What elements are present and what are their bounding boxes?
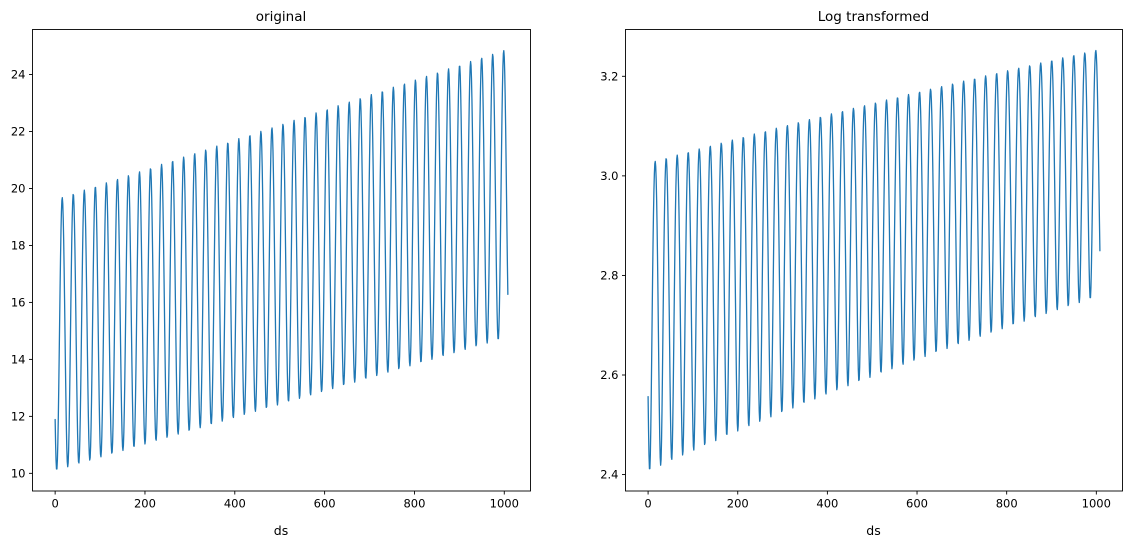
y-axis-ticks: 2.4 2.6 2.8 3.0 3.2 xyxy=(600,69,626,482)
y-tick-label: 24 xyxy=(11,68,26,82)
chart-log-transformed: Log transformed 2.4 2.6 2.8 3.0 3.2 0 200 400 6… xyxy=(566,0,1132,545)
y-tick-label: 22 xyxy=(11,124,26,138)
series-line xyxy=(54,49,509,470)
x-axis-ticks: 0 200 400 600 800 1000 xyxy=(644,491,1111,511)
y-axis-ticks: 10 12 14 16 18 20 22 24 xyxy=(11,68,33,480)
chart-original: original 10 12 14 16 18 20 22 24 0 200 400 600 800 1… xyxy=(11,9,531,538)
y-tick-label: 10 xyxy=(11,466,26,480)
y-tick-label: 3.2 xyxy=(600,69,618,83)
y-tick-label: 14 xyxy=(11,352,26,366)
plot-frame xyxy=(32,29,531,492)
x-tick-label: 0 xyxy=(644,497,651,511)
x-axis-ticks: 0 200 400 600 800 1000 xyxy=(51,491,519,511)
log-transformed-plot: Log transformed 2.4 2.6 2.8 3.0 3.2 0 200 400 6… xyxy=(600,9,1123,538)
x-tick-label: 1000 xyxy=(490,497,519,511)
chart-title: original xyxy=(256,9,306,25)
x-tick-label: 800 xyxy=(403,497,425,511)
x-tick-label: 200 xyxy=(134,497,156,511)
x-tick-label: 1000 xyxy=(1082,497,1111,511)
y-tick-label: 2.6 xyxy=(600,368,618,382)
x-tick-label: 400 xyxy=(816,497,838,511)
y-tick-label: 3.0 xyxy=(600,169,618,183)
x-tick-label: 200 xyxy=(727,497,749,511)
y-tick-label: 16 xyxy=(11,295,26,309)
y-tick-label: 2.8 xyxy=(600,268,618,282)
chart-title: Log transformed xyxy=(818,9,929,25)
x-axis-label: ds xyxy=(274,523,288,538)
y-tick-label: 20 xyxy=(11,181,26,195)
y-tick-label: 2.4 xyxy=(600,468,618,482)
x-tick-label: 400 xyxy=(224,497,246,511)
y-tick-label: 12 xyxy=(11,409,26,423)
series-line xyxy=(647,49,1101,470)
x-tick-label: 800 xyxy=(996,497,1018,511)
x-axis-label: ds xyxy=(866,523,880,538)
plot-frame xyxy=(625,29,1123,492)
original-plot: original 10 12 14 16 18 20 22 24 0 200 400 600 800 1… xyxy=(11,9,531,538)
x-tick-label: 0 xyxy=(51,497,58,511)
x-tick-label: 600 xyxy=(906,497,928,511)
y-tick-label: 18 xyxy=(11,238,26,252)
x-tick-label: 600 xyxy=(314,497,336,511)
